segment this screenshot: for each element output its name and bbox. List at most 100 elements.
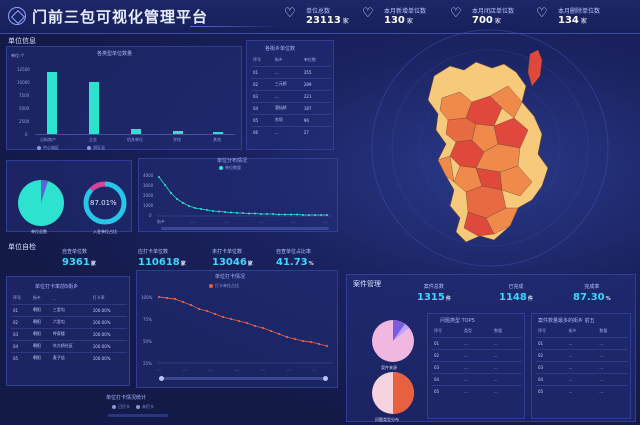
table-row[interactable]: 01... 355 xyxy=(251,65,331,78)
slider-handle-left[interactable] xyxy=(159,376,164,381)
table-header: 街乡 xyxy=(32,295,41,301)
table-row[interactable]: 04 朝阳 东大桥社区 100.00% xyxy=(11,339,127,352)
kpi-value: 700 家 xyxy=(472,15,501,26)
x-tick: ... xyxy=(323,219,327,224)
table-row[interactable]: 03... 221 xyxy=(251,89,331,102)
bar-企业 xyxy=(89,82,99,134)
street-unit-table: 序号 街乡 单位数 01... 355 02 三元桥 289 03... 221 04 酒… xyxy=(251,55,331,138)
kpi-label: 单位总数 xyxy=(306,8,331,15)
kpi-label: 本月新增单位数 xyxy=(384,8,427,15)
table-row[interactable]: 01 朝阳 三里屯 100.00% xyxy=(11,303,127,316)
legend-item[interactable]: 打卡单位占比 xyxy=(209,283,239,289)
table-header: 类型 xyxy=(464,328,472,334)
chart-zoom-slider[interactable] xyxy=(161,377,325,380)
heart-icon: ♡ xyxy=(536,6,548,21)
checkin-line-chart: 单位打卡情况 打卡单位占比 100% 75% 50% 25% ... ... .… xyxy=(136,270,338,388)
y-tick: 10000 xyxy=(17,80,30,85)
table-header: 序号 xyxy=(253,57,261,63)
x-tick: 学校 xyxy=(173,137,181,142)
table-row[interactable]: 05...... xyxy=(432,384,522,397)
stat-completion-rate: 完成率 87.30% xyxy=(573,283,611,303)
table-row[interactable]: 03...... xyxy=(432,360,522,373)
stat-value: 87.30% xyxy=(573,292,611,303)
stat-label: 未打卡单位数 xyxy=(212,249,243,255)
x-tick: ... xyxy=(209,367,213,372)
case-type-table: 序号 类型 数量 01...... 02...... 03...... 04..… xyxy=(432,326,522,397)
table-row[interactable]: 05...... xyxy=(536,384,628,397)
heart-icon: ♡ xyxy=(362,6,374,21)
legend-item[interactable]: 已打卡 xyxy=(112,404,130,410)
table-row[interactable]: 03...... xyxy=(536,360,628,373)
stat-self-check-units: 自查单位数 9361家 xyxy=(62,248,96,268)
stat-value: 1315件 xyxy=(417,292,451,303)
table-row[interactable]: 02...... xyxy=(432,348,522,361)
y-tick: 5000 xyxy=(19,106,30,111)
section-title-unit-info: 单位信息 xyxy=(8,37,36,45)
map-area xyxy=(342,29,636,268)
y-tick: 2000 xyxy=(143,193,154,198)
y-tick: 0 xyxy=(25,132,28,137)
x-tick: 企业 xyxy=(89,137,97,142)
stat-label: 案件总数 xyxy=(423,284,444,290)
x-tick: ... xyxy=(261,367,265,372)
table-title: 案件数量最多的街乡 前五 xyxy=(538,318,595,324)
case-street-table-panel: 案件数量最多的街乡 前五 序号 街乡 数量 01...... 02...... … xyxy=(531,313,631,419)
legend-item[interactable]: 中心城区 xyxy=(37,145,59,151)
x-tick: ... xyxy=(183,367,187,372)
legend-item[interactable]: 单位数量 xyxy=(219,165,241,171)
table-row[interactable]: 03 朝阳 呼家楼 100.00% xyxy=(11,327,127,340)
y-tick: 12500 xyxy=(17,67,30,72)
x-tick: ... xyxy=(225,219,229,224)
pie-label: 单位总数 xyxy=(31,229,47,234)
x-tick: 机关单位 xyxy=(127,137,143,142)
case-street-table: 序号 街乡 数量 01...... 02...... 03...... 04..… xyxy=(536,326,628,397)
kpi-value: 23113 家 xyxy=(306,15,349,26)
table-row[interactable]: 01...... xyxy=(432,336,522,349)
legend-item[interactable]: 郊区县 xyxy=(87,145,105,151)
chart-unit-label: 单位:个 xyxy=(11,53,25,58)
table-header: 数量 xyxy=(494,328,502,334)
legend-item[interactable]: 未打卡 xyxy=(136,404,154,410)
table-row[interactable]: 05 朝阳 麦子店 100.00% xyxy=(11,351,127,364)
table-title: 单位打卡率前5街乡 xyxy=(35,284,79,290)
unit-type-bar-chart: 各类型单位数量 单位:个 12500 10000 7500 5000 2500 … xyxy=(6,46,242,150)
stat-value: 1148件 xyxy=(499,292,533,303)
table-row[interactable]: 04 酒仙桥 187 xyxy=(251,101,331,114)
pie-label: 问题类型分布 xyxy=(375,417,399,422)
table-row[interactable]: 04...... xyxy=(536,372,628,385)
bar-沿街商户 xyxy=(47,72,57,134)
table-row[interactable]: 04...... xyxy=(432,372,522,385)
table-row[interactable]: 01...... xyxy=(536,336,628,349)
app-title: 门前三包可视化管理平台 xyxy=(32,8,209,26)
table-row[interactable]: 02...... xyxy=(536,348,628,361)
x-tick: 其他 xyxy=(213,137,221,142)
checkin-rate-table: 序号 街乡 ... 打卡率 01 朝阳 三里屯 100.00% 02 朝阳 六里屯 100.… xyxy=(11,293,127,364)
bottom-scroll[interactable] xyxy=(108,414,168,417)
bar-机关单位 xyxy=(131,129,141,134)
stat-label: 自查单位数 xyxy=(62,249,88,255)
y-tick: 2500 xyxy=(19,119,30,124)
table-row[interactable]: 05 东坝 96 xyxy=(251,113,331,126)
stat-value: 41.73% xyxy=(276,257,314,268)
table-row[interactable]: 02 朝阳 六里屯 100.00% xyxy=(11,315,127,328)
x-tick: ... xyxy=(191,219,195,224)
x-tick: 沿街商户 xyxy=(40,137,56,142)
stat-case-completed: 已完成 1148件 xyxy=(499,283,533,303)
table-header: ... xyxy=(52,295,57,301)
slider-handle-right[interactable] xyxy=(323,376,328,381)
table-row[interactable]: 02 三元桥 289 xyxy=(251,77,331,90)
app-logo-icon xyxy=(8,7,26,25)
heart-icon: ♡ xyxy=(284,6,296,21)
table-row[interactable]: 06... 27 xyxy=(251,125,331,138)
stat-label: 已完成 xyxy=(508,284,524,290)
chart-zoom-slider[interactable] xyxy=(161,227,329,230)
stat-case-total: 案件总数 1315件 xyxy=(417,283,451,303)
table-header: 打卡率 xyxy=(92,295,105,301)
ring-value: 87.01% xyxy=(90,199,117,207)
y-tick: 25% xyxy=(143,361,152,366)
kpi-label: 本月闭店单位数 xyxy=(472,8,515,15)
settled-ratio-ring xyxy=(83,181,127,225)
x-tick: ... xyxy=(291,219,295,224)
unit-distribution-chart: 单位分布情况 单位数量 4000 3000 2000 1000 0 街乡 ...… xyxy=(138,158,338,232)
table-header: 单位数 xyxy=(303,57,316,63)
